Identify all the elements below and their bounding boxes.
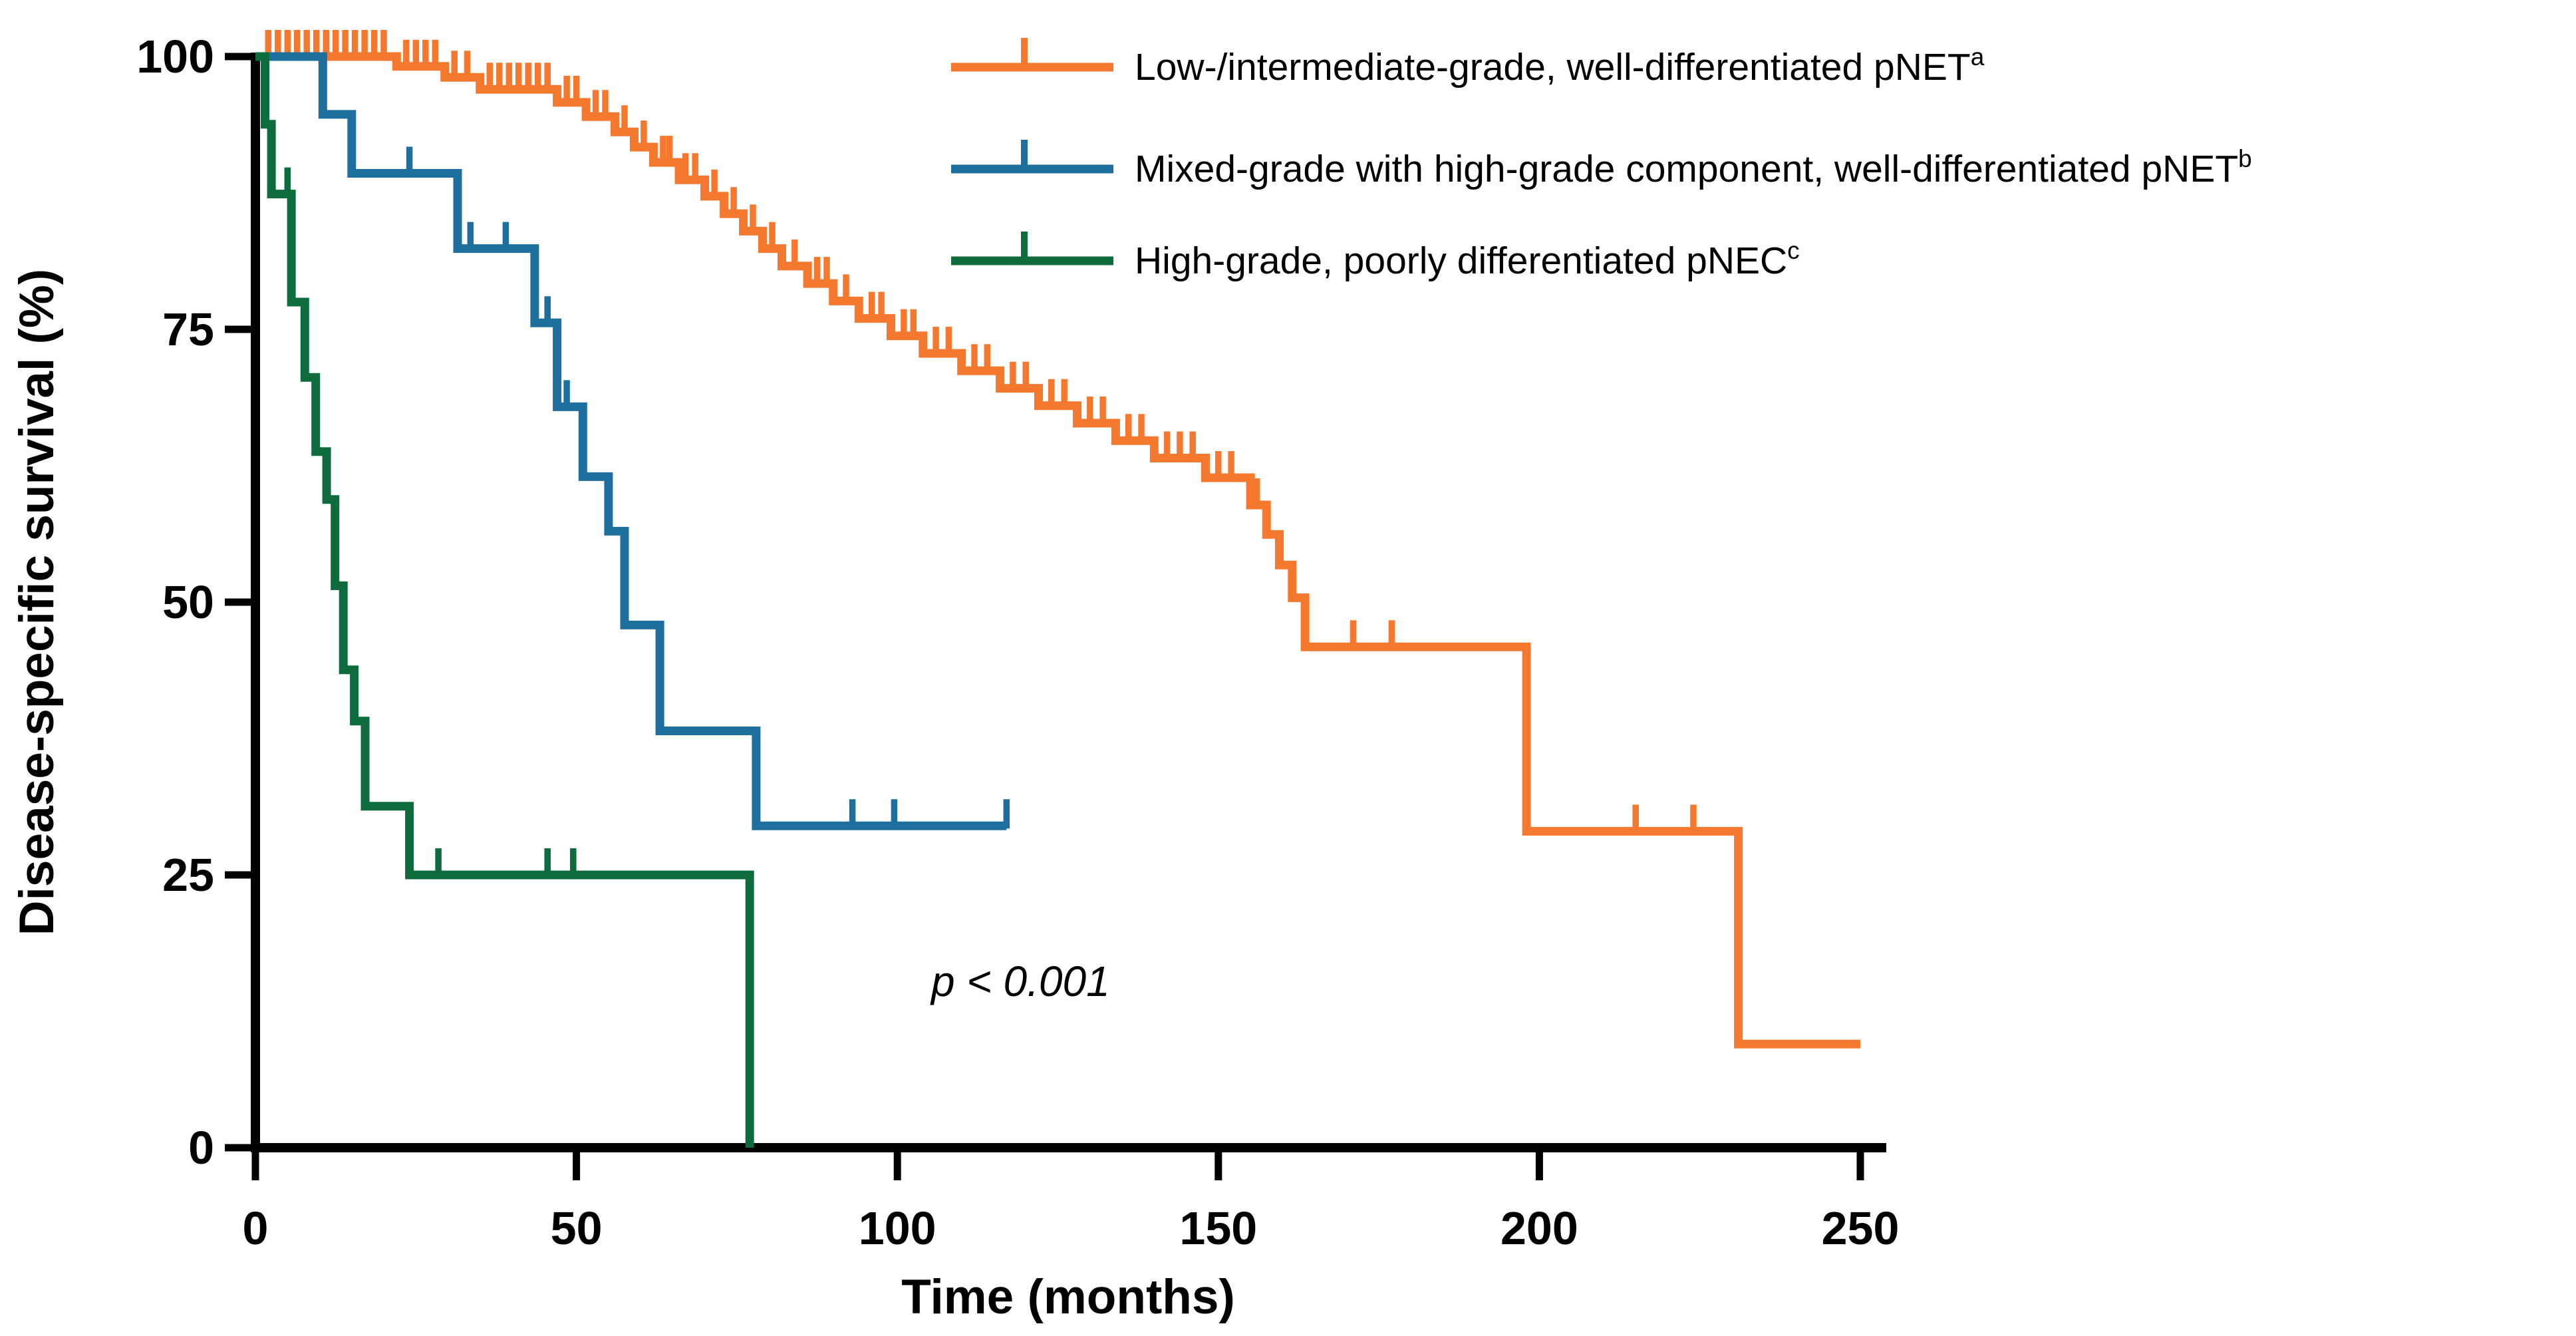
y-axis-title: Disease-specific survival (%)	[10, 269, 64, 935]
y-axis-tick-label: 50	[162, 576, 214, 628]
legend-item-low-intermediate-pnet: Low-/intermediate-grade, well-differenti…	[951, 38, 1985, 88]
x-axis-tick-label: 0	[243, 1202, 269, 1254]
survival-curve-high-grade-poorly-differentiated-pnec	[255, 52, 754, 1148]
legend-label-superscript: a	[1971, 43, 1985, 71]
x-axis-tick-label: 100	[859, 1202, 936, 1254]
x-axis-tick-label: 250	[1822, 1202, 1900, 1254]
survival-curve-low-intermediate-grade-well-differentiat	[255, 52, 1860, 1049]
survival-curves	[255, 30, 1860, 1148]
legend-label: High-grade, poorly differentiated pNECc	[1135, 237, 1800, 282]
legend: Low-/intermediate-grade, well-differenti…	[951, 38, 2252, 282]
legend-label-text: High-grade, poorly differentiated pNEC	[1135, 240, 1787, 282]
y-axis-tick-label: 25	[162, 849, 214, 901]
legend-label-superscript: b	[2238, 145, 2252, 172]
y-axis-tick-label: 0	[188, 1122, 214, 1174]
survival-curve-mixed-grade-with-high-grade-component-we	[255, 52, 1007, 830]
legend-label: Low-/intermediate-grade, well-differenti…	[1135, 43, 1985, 88]
legend-label: Mixed-grade with high-grade component, w…	[1135, 145, 2252, 190]
legend-item-high-grade-pnec: High-grade, poorly differentiated pNECc	[951, 232, 1800, 282]
series-high-grade-poorly-differentiated-pnec	[255, 52, 754, 1148]
x-axis-tick-label: 150	[1179, 1202, 1257, 1254]
legend-item-mixed-grade-pnet: Mixed-grade with high-grade component, w…	[951, 140, 2252, 190]
series-low-intermediate-grade-well-differentiat	[255, 30, 1860, 1049]
legend-label-superscript: c	[1787, 237, 1800, 264]
legend-label-text: Low-/intermediate-grade, well-differenti…	[1135, 46, 1971, 88]
x-axis-tick-label: 50	[551, 1202, 603, 1254]
p-value-label: p < 0.001	[930, 957, 1110, 1005]
x-axis-tick-label: 200	[1501, 1202, 1578, 1254]
y-axis-tick-label: 75	[162, 303, 214, 355]
legend-label-text: Mixed-grade with high-grade component, w…	[1135, 148, 2238, 190]
series-mixed-grade-with-high-grade-component-we	[255, 52, 1010, 830]
y-axis-tick-label: 100	[136, 31, 214, 83]
x-axis-title: Time (months)	[901, 1270, 1235, 1324]
